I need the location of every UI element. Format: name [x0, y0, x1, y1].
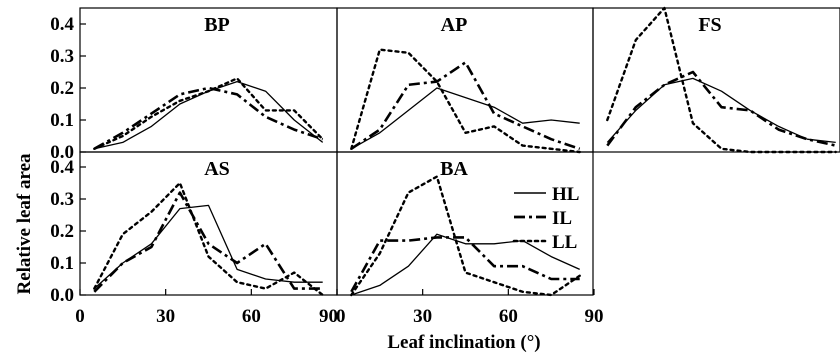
- panel-title: BP: [204, 14, 230, 36]
- y-tick-label: 0.0: [50, 285, 74, 306]
- panel-title: AP: [441, 14, 468, 36]
- panel-frame: [592, 7, 840, 153]
- x-axis-title: Leaf inclination (°): [387, 332, 540, 353]
- series-line-ll: [350, 48, 581, 154]
- series-line-hl: [350, 87, 580, 150]
- series-line-il: [93, 86, 324, 150]
- panel-title: AS: [204, 158, 230, 180]
- series-line-ll: [93, 77, 324, 151]
- series-line-hl: [606, 77, 836, 144]
- panel-ba: BA: [336, 151, 594, 297]
- panel-bp: BP: [79, 7, 338, 153]
- y-tick-label: 0.0: [50, 142, 74, 163]
- series-line-ll: [93, 181, 324, 297]
- y-tick-label: 0.4: [50, 157, 74, 178]
- legend-label-il: IL: [552, 208, 572, 229]
- x-tick-label: 30: [413, 306, 432, 327]
- x-tick-label: 30: [156, 306, 175, 327]
- series-line-ll: [606, 6, 837, 154]
- y-axis-title: Relative leaf area: [14, 153, 35, 295]
- x-tick-label: 60: [242, 306, 261, 327]
- series-line-il: [606, 70, 836, 147]
- y-tick-label: 0.2: [50, 78, 74, 99]
- y-tick-label: 0.1: [50, 253, 74, 274]
- series-line-il: [93, 191, 323, 293]
- y-tick-label: 0.4: [50, 14, 74, 35]
- panel-title: FS: [698, 14, 721, 36]
- legend-label-hl: HL: [552, 184, 579, 205]
- panel-title: BA: [440, 158, 468, 180]
- series-line-hl: [351, 233, 580, 296]
- y-tick-label: 0.3: [50, 189, 74, 210]
- panel-as: AS: [79, 151, 338, 297]
- x-tick-label: 90: [319, 306, 338, 327]
- panel-frame: [336, 151, 594, 296]
- legend: HL IL LL: [512, 184, 579, 253]
- y-tick-label: 0.1: [50, 110, 74, 131]
- y-tick-label: 0.3: [50, 46, 74, 67]
- series-line-ll: [350, 175, 581, 297]
- series-line-il: [350, 61, 581, 151]
- y-tick-label: 0.2: [50, 221, 74, 242]
- legend-label-ll: LL: [552, 232, 577, 253]
- panel-ap: AP: [336, 7, 594, 154]
- x-tick-label: 0: [75, 306, 85, 327]
- x-tick-label: 60: [499, 306, 518, 327]
- panel-fs: FS: [592, 6, 840, 154]
- series-line-il: [350, 236, 580, 293]
- x-tick-label: 90: [585, 306, 604, 327]
- x-tick-label: 0: [336, 306, 346, 327]
